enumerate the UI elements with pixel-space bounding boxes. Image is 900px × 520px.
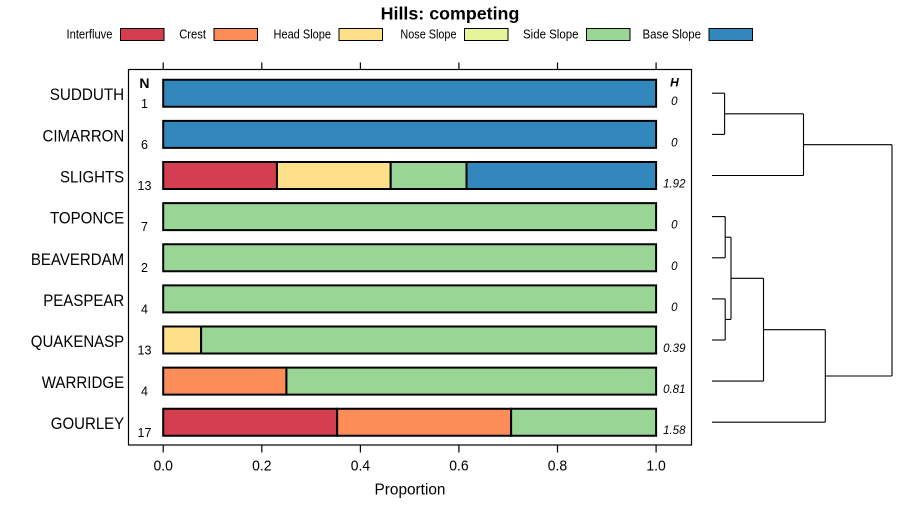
svg-text:0: 0 [671,137,678,149]
svg-text:1: 1 [141,97,148,111]
svg-text:Proportion: Proportion [375,482,446,499]
svg-text:6: 6 [141,138,148,152]
svg-text:0: 0 [671,261,678,273]
svg-text:7: 7 [141,220,148,234]
svg-text:CIMARRON: CIMARRON [43,127,125,145]
svg-text:SLIGHTS: SLIGHTS [60,169,124,187]
svg-text:BEAVERDAM: BEAVERDAM [31,251,124,269]
svg-text:Interfluve: Interfluve [67,28,113,42]
svg-text:1.92: 1.92 [663,179,686,191]
svg-text:17: 17 [138,426,152,440]
svg-text:Nose Slope: Nose Slope [400,28,456,42]
svg-text:0.8: 0.8 [548,458,567,475]
svg-text:0: 0 [671,96,678,108]
svg-text:SUDDUTH: SUDDUTH [50,86,125,104]
svg-text:0: 0 [671,220,678,232]
svg-text:QUAKENASP: QUAKENASP [31,333,124,351]
svg-text:TOPONCE: TOPONCE [50,210,124,228]
svg-text:N: N [139,75,149,91]
svg-text:2: 2 [141,261,148,275]
svg-text:Crest: Crest [179,28,206,42]
svg-text:Head Slope: Head Slope [274,28,332,42]
svg-text:PEASPEAR: PEASPEAR [43,292,124,310]
svg-text:0.4: 0.4 [351,458,370,475]
svg-text:GOURLEY: GOURLEY [51,415,124,433]
svg-text:0.0: 0.0 [154,458,173,475]
svg-text:13: 13 [138,179,152,193]
svg-text:0.6: 0.6 [449,458,468,475]
svg-text:0.81: 0.81 [663,384,685,396]
svg-text:Base Slope: Base Slope [643,28,702,42]
svg-text:0.2: 0.2 [252,458,271,475]
svg-text:Side Slope: Side Slope [523,28,579,42]
svg-text:4: 4 [141,302,148,316]
svg-text:0.39: 0.39 [663,343,686,355]
svg-text:Hills: competing: Hills: competing [381,4,520,24]
svg-text:13: 13 [138,344,152,358]
svg-text:0: 0 [671,302,678,314]
svg-text:1.58: 1.58 [663,425,686,437]
svg-text:4: 4 [141,385,148,399]
svg-text:H: H [670,76,679,90]
svg-text:1.0: 1.0 [646,458,665,475]
svg-text:WARRIDGE: WARRIDGE [42,374,125,392]
